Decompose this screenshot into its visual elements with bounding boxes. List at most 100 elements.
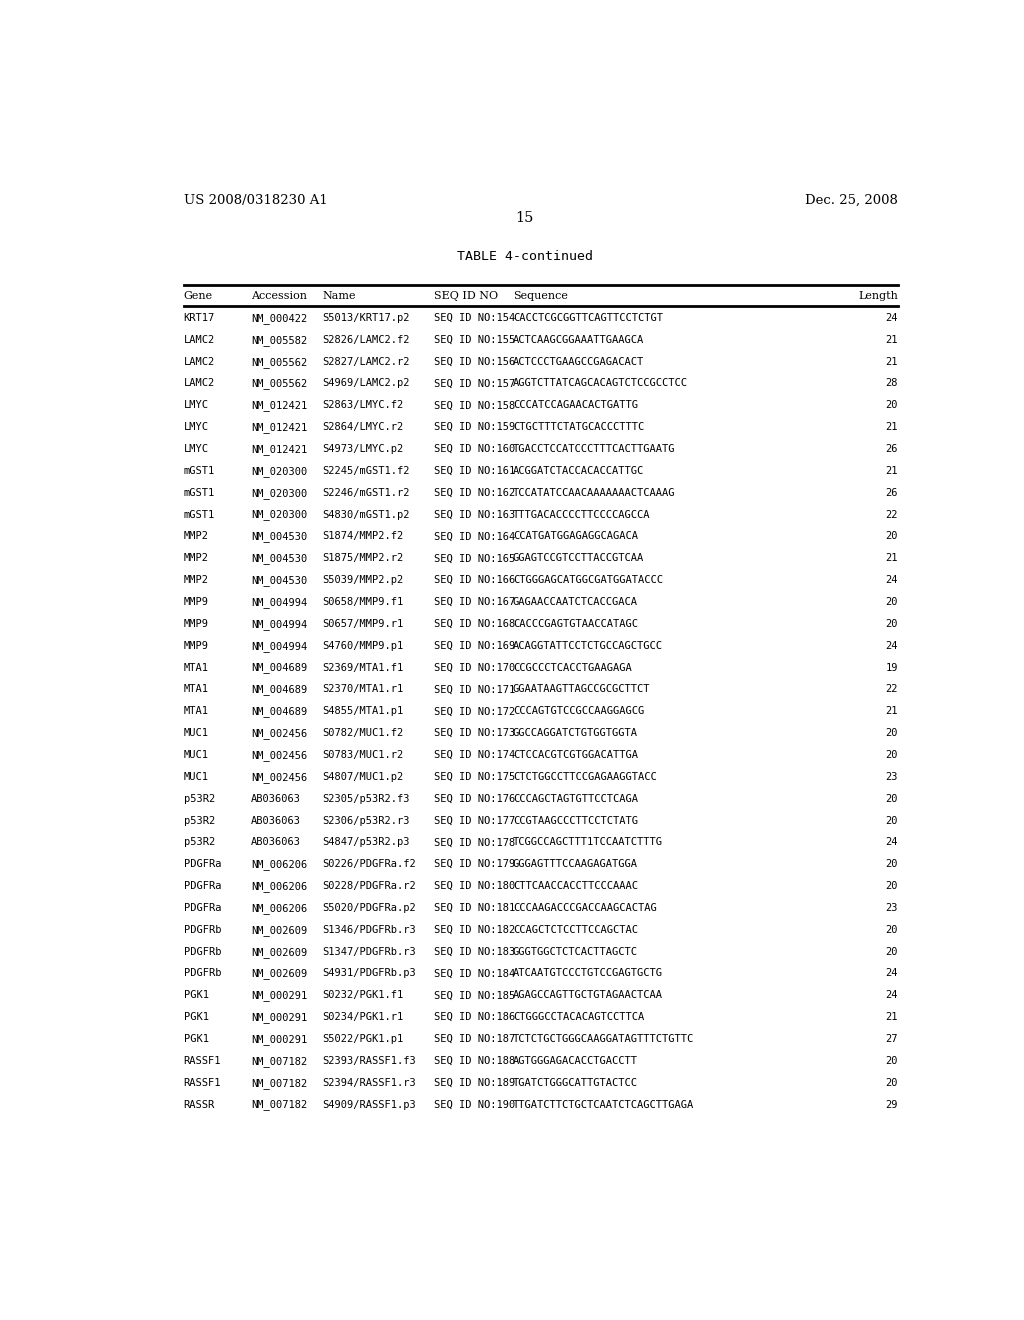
Text: S5039/MMP2.p2: S5039/MMP2.p2 (323, 576, 403, 585)
Text: SEQ ID NO:170: SEQ ID NO:170 (433, 663, 515, 672)
Text: SEQ ID NO:154: SEQ ID NO:154 (433, 313, 515, 323)
Text: S0783/MUC1.r2: S0783/MUC1.r2 (323, 750, 403, 760)
Text: S0232/PGK1.f1: S0232/PGK1.f1 (323, 990, 403, 1001)
Text: CTGGGAGCATGGCGATGGATACCC: CTGGGAGCATGGCGATGGATACCC (513, 576, 663, 585)
Text: LMYC: LMYC (183, 444, 209, 454)
Text: NM_007182: NM_007182 (251, 1077, 307, 1089)
Text: ACAGGTATTCCTCTGCCAGCTGCC: ACAGGTATTCCTCTGCCAGCTGCC (513, 640, 663, 651)
Text: 24: 24 (886, 576, 898, 585)
Text: Name: Name (323, 290, 356, 301)
Text: MUC1: MUC1 (183, 772, 209, 781)
Text: 20: 20 (886, 619, 898, 628)
Text: PDGFRb: PDGFRb (183, 946, 221, 957)
Text: Dec. 25, 2008: Dec. 25, 2008 (805, 194, 898, 207)
Text: LMYC: LMYC (183, 400, 209, 411)
Text: NM_006206: NM_006206 (251, 880, 307, 892)
Text: CCCATCCAGAACACTGATTG: CCCATCCAGAACACTGATTG (513, 400, 638, 411)
Text: MTA1: MTA1 (183, 706, 209, 717)
Text: CCGTAAGCCCTTCCTCTATG: CCGTAAGCCCTTCCTCTATG (513, 816, 638, 825)
Text: 20: 20 (886, 532, 898, 541)
Text: 21: 21 (886, 706, 898, 717)
Text: 20: 20 (886, 750, 898, 760)
Text: 20: 20 (886, 1056, 898, 1065)
Text: NM_006206: NM_006206 (251, 903, 307, 913)
Text: MMP2: MMP2 (183, 532, 209, 541)
Text: LAMC2: LAMC2 (183, 379, 215, 388)
Text: S1346/PDGFRb.r3: S1346/PDGFRb.r3 (323, 925, 416, 935)
Text: S2863/LMYC.f2: S2863/LMYC.f2 (323, 400, 403, 411)
Text: KRT17: KRT17 (183, 313, 215, 323)
Text: PDGFRb: PDGFRb (183, 969, 221, 978)
Text: MMP2: MMP2 (183, 576, 209, 585)
Text: 19: 19 (886, 663, 898, 672)
Text: MTA1: MTA1 (183, 663, 209, 672)
Text: SEQ ID NO:168: SEQ ID NO:168 (433, 619, 515, 628)
Text: SEQ ID NO:167: SEQ ID NO:167 (433, 597, 515, 607)
Text: SEQ ID NO:179: SEQ ID NO:179 (433, 859, 515, 869)
Text: SEQ ID NO:162: SEQ ID NO:162 (433, 487, 515, 498)
Text: 20: 20 (886, 1077, 898, 1088)
Text: TCCATATCCAACAAAAAAACTCAAAG: TCCATATCCAACAAAAAAACTCAAAG (513, 487, 676, 498)
Text: 26: 26 (886, 444, 898, 454)
Text: 21: 21 (886, 422, 898, 432)
Text: S4931/PDGFRb.p3: S4931/PDGFRb.p3 (323, 969, 416, 978)
Text: S0658/MMP9.f1: S0658/MMP9.f1 (323, 597, 403, 607)
Text: NM_004994: NM_004994 (251, 640, 307, 652)
Text: PDGFRa: PDGFRa (183, 880, 221, 891)
Text: NM_004689: NM_004689 (251, 706, 307, 717)
Text: SEQ ID NO:161: SEQ ID NO:161 (433, 466, 515, 477)
Text: AGAGCCAGTTGCTGTAGAACTCAA: AGAGCCAGTTGCTGTAGAACTCAA (513, 990, 663, 1001)
Text: SEQ ID NO:180: SEQ ID NO:180 (433, 880, 515, 891)
Text: S5022/PGK1.p1: S5022/PGK1.p1 (323, 1034, 403, 1044)
Text: NM_002609: NM_002609 (251, 969, 307, 979)
Text: CTCTGGCCTTCCGAGAAGGTACC: CTCTGGCCTTCCGAGAAGGTACC (513, 772, 656, 781)
Text: SEQ ID NO:183: SEQ ID NO:183 (433, 946, 515, 957)
Text: MMP9: MMP9 (183, 619, 209, 628)
Text: MMP2: MMP2 (183, 553, 209, 564)
Text: SEQ ID NO:157: SEQ ID NO:157 (433, 379, 515, 388)
Text: S4969/LAMC2.p2: S4969/LAMC2.p2 (323, 379, 410, 388)
Text: TGATCTGGGCATTGTACTCC: TGATCTGGGCATTGTACTCC (513, 1077, 638, 1088)
Text: 20: 20 (886, 946, 898, 957)
Text: NM_012421: NM_012421 (251, 422, 307, 433)
Text: US 2008/0318230 A1: US 2008/0318230 A1 (183, 194, 328, 207)
Text: S2393/RASSF1.f3: S2393/RASSF1.f3 (323, 1056, 416, 1065)
Text: NM_004530: NM_004530 (251, 532, 307, 543)
Text: LAMC2: LAMC2 (183, 356, 215, 367)
Text: CCGCCCTCACCTGAAGAGA: CCGCCCTCACCTGAAGAGA (513, 663, 632, 672)
Text: AB036063: AB036063 (251, 793, 301, 804)
Text: CACCCGAGTGTAACCATAGC: CACCCGAGTGTAACCATAGC (513, 619, 638, 628)
Text: RASSR: RASSR (183, 1100, 215, 1110)
Text: SEQ ID NO:163: SEQ ID NO:163 (433, 510, 515, 520)
Text: NM_012421: NM_012421 (251, 444, 307, 455)
Text: 21: 21 (886, 356, 898, 367)
Text: 20: 20 (886, 816, 898, 825)
Text: SEQ ID NO:186: SEQ ID NO:186 (433, 1012, 515, 1022)
Text: S5013/KRT17.p2: S5013/KRT17.p2 (323, 313, 410, 323)
Text: 15: 15 (516, 211, 534, 226)
Text: S0234/PGK1.r1: S0234/PGK1.r1 (323, 1012, 403, 1022)
Text: MUC1: MUC1 (183, 729, 209, 738)
Text: S1875/MMP2.r2: S1875/MMP2.r2 (323, 553, 403, 564)
Text: PGK1: PGK1 (183, 1034, 209, 1044)
Text: SEQ ID NO:156: SEQ ID NO:156 (433, 356, 515, 367)
Text: p53R2: p53R2 (183, 793, 215, 804)
Text: SEQ ID NO:169: SEQ ID NO:169 (433, 640, 515, 651)
Text: PGK1: PGK1 (183, 990, 209, 1001)
Text: 20: 20 (886, 597, 898, 607)
Text: MMP9: MMP9 (183, 640, 209, 651)
Text: GGCCAGGATCTGTGGTGGTA: GGCCAGGATCTGTGGTGGTA (513, 729, 638, 738)
Text: 24: 24 (886, 990, 898, 1001)
Text: 21: 21 (886, 553, 898, 564)
Text: mGST1: mGST1 (183, 510, 215, 520)
Text: 20: 20 (886, 400, 898, 411)
Text: 22: 22 (886, 684, 898, 694)
Text: PGK1: PGK1 (183, 1012, 209, 1022)
Text: SEQ ID NO:188: SEQ ID NO:188 (433, 1056, 515, 1065)
Text: GGGTGGCTCTCACTTAGCTC: GGGTGGCTCTCACTTAGCTC (513, 946, 638, 957)
Text: SEQ ID NO:185: SEQ ID NO:185 (433, 990, 515, 1001)
Text: 26: 26 (886, 487, 898, 498)
Text: SEQ ID NO:164: SEQ ID NO:164 (433, 532, 515, 541)
Text: NM_000291: NM_000291 (251, 990, 307, 1002)
Text: 21: 21 (886, 466, 898, 477)
